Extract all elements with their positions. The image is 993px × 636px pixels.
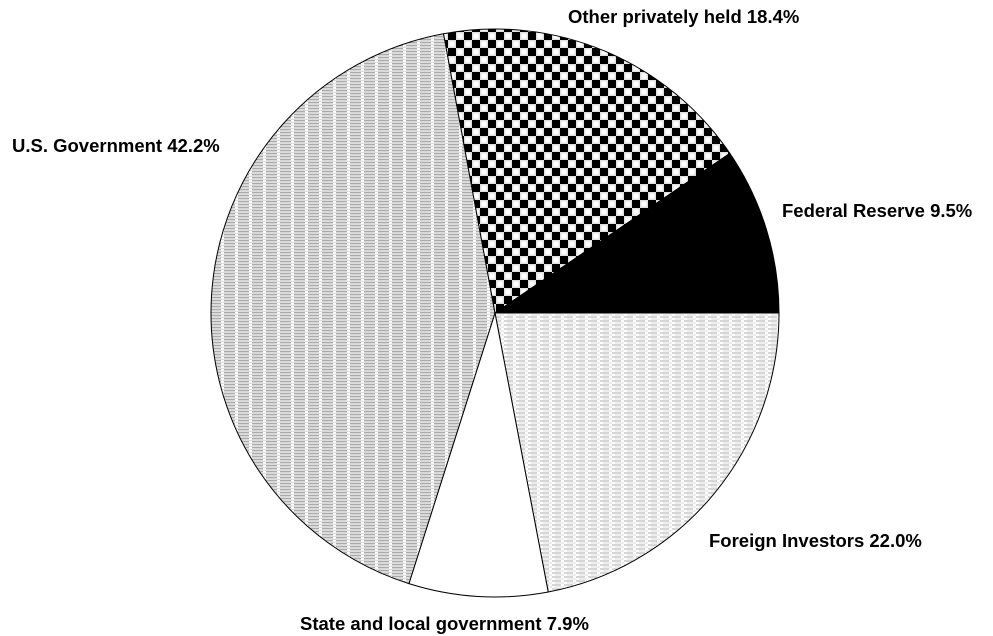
pie-slice-u-s-government <box>210 33 496 585</box>
pie-labels: Foreign Investors 22.0% State and local … <box>12 6 972 634</box>
slice-label-other-privately-held: Other privately held 18.4% <box>568 6 799 27</box>
pie-slice-state-and-local-government <box>408 312 549 598</box>
slice-label-us-government: U.S. Government 42.2% <box>12 135 220 156</box>
pie-slice-other-privately-held <box>442 28 731 314</box>
slice-label-federal-reserve: Federal Reserve 9.5% <box>782 200 972 221</box>
slice-label-foreign-investors: Foreign Investors 22.0% <box>709 530 922 551</box>
pie-slice-foreign-investors <box>494 312 780 593</box>
slice-label-state-local-government: State and local government 7.9% <box>300 613 589 634</box>
pie-slices <box>210 28 780 598</box>
pie-slice-federal-reserve <box>493 152 780 314</box>
